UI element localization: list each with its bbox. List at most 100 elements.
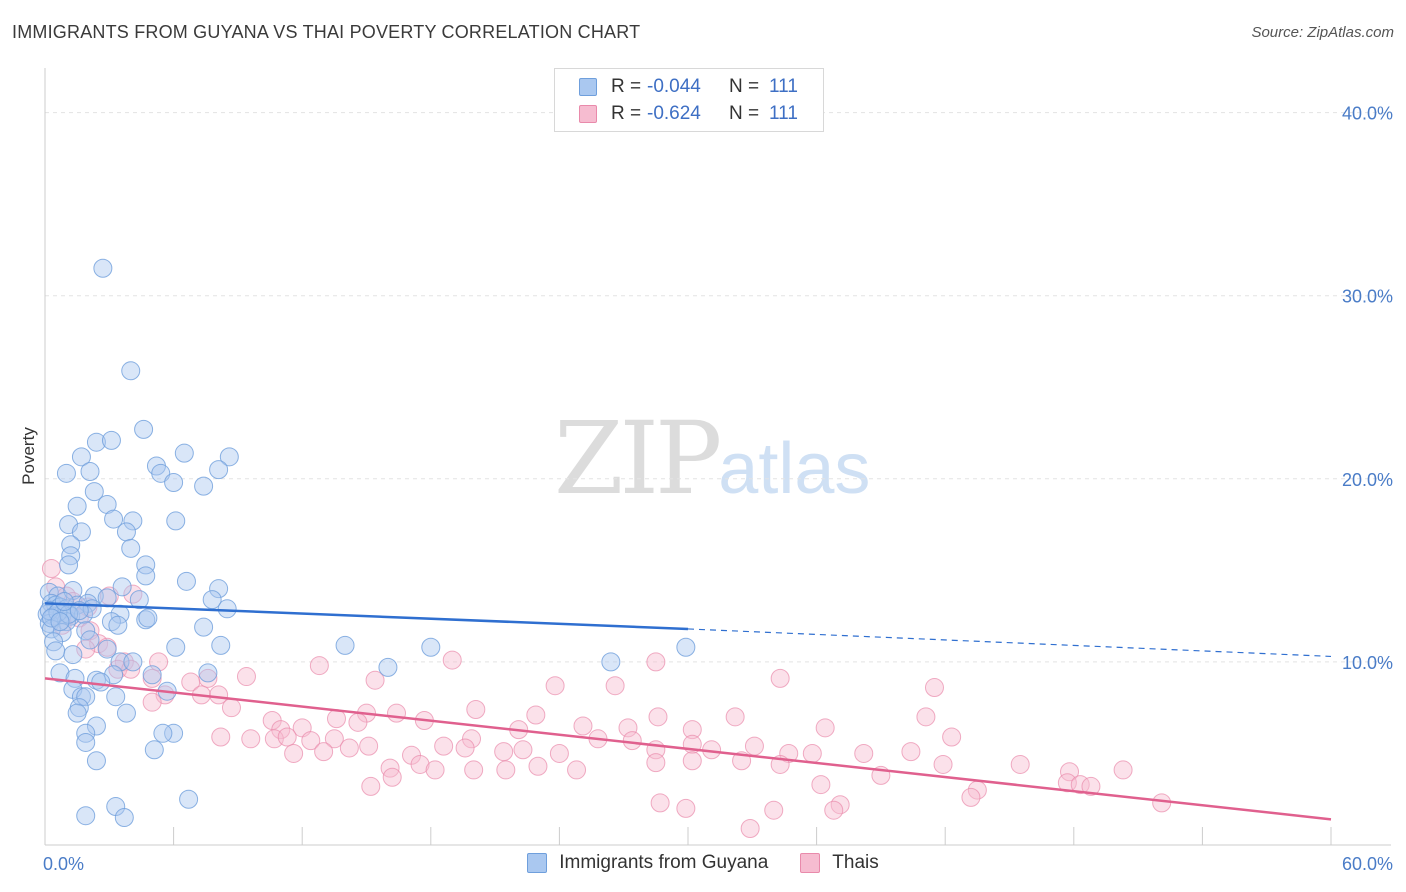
guyana-point — [121, 361, 141, 381]
guyana-point — [63, 645, 83, 665]
thais-point — [646, 753, 666, 773]
guyana-point — [61, 535, 81, 555]
guyana-point — [76, 732, 96, 752]
thais-point — [740, 819, 760, 839]
watermark-zip: ZIP — [554, 400, 722, 517]
guyana-point — [198, 663, 218, 683]
thais-point — [442, 650, 462, 670]
guyana-point — [80, 461, 100, 481]
guyana-point — [194, 476, 214, 496]
thais-point — [942, 727, 962, 747]
thais-point — [496, 760, 516, 780]
thais-point — [549, 743, 569, 763]
guyana-point — [121, 538, 141, 558]
guyana-point — [335, 635, 355, 655]
thais-point — [410, 754, 430, 774]
guyana-point — [676, 637, 696, 657]
y-tick-label: 30.0% — [1342, 287, 1393, 307]
thais-point — [650, 793, 670, 813]
thais-point — [618, 718, 638, 738]
guyana-point — [209, 579, 229, 599]
guyana-point — [50, 663, 70, 683]
thais-point — [545, 676, 565, 696]
thais-point — [209, 685, 229, 705]
thais-trend-line — [44, 677, 1332, 821]
guyana-point — [93, 258, 113, 278]
thais-point — [528, 756, 548, 776]
guyana-point — [101, 612, 121, 632]
thais-point — [348, 712, 368, 732]
guyana-point — [136, 566, 156, 586]
guyana-point — [97, 639, 117, 659]
legend-row-guyana: R = -0.044 N = 111 — [579, 76, 798, 98]
guyana-point — [153, 723, 173, 743]
thais-point — [830, 795, 850, 815]
guyana-point — [86, 751, 106, 771]
guyana-point — [114, 808, 134, 828]
guyana-point — [144, 740, 164, 760]
guyana-point — [67, 703, 87, 723]
series-guyana-points — [37, 258, 696, 828]
thais-point — [462, 729, 482, 749]
thais-point — [682, 751, 702, 771]
series-thais-points — [41, 559, 1172, 839]
series-legend-thais[interactable]: Thais — [800, 852, 879, 874]
guyana-point — [166, 637, 186, 657]
thais-point — [815, 718, 835, 738]
guyana-point — [46, 641, 66, 661]
thais-point — [142, 692, 162, 712]
chart-title: IMMIGRANTS FROM GUYANA VS THAI POVERTY C… — [12, 22, 641, 42]
guyana-point — [179, 789, 199, 809]
guyana-point — [174, 443, 194, 463]
x-tick-label-max: 60.0% — [1342, 854, 1393, 874]
thais-point — [811, 775, 831, 795]
guyana-point — [59, 555, 79, 575]
guyana-point — [601, 652, 621, 672]
guyana-point — [106, 687, 126, 707]
chart-source: Source: ZipAtlas.com — [1251, 24, 1394, 41]
guyana-point — [108, 615, 128, 635]
thais-point — [744, 736, 764, 756]
series-swatch-thais — [800, 853, 821, 873]
guyana-point — [84, 482, 104, 502]
legend-r-value: -0.624 — [647, 103, 701, 124]
thais-point — [326, 709, 346, 729]
guyana-point — [86, 716, 106, 736]
series-legend-guyana[interactable]: Immigrants from Guyana — [527, 852, 768, 874]
thais-point — [277, 727, 297, 747]
guyana-trend-line — [44, 602, 689, 631]
thais-point — [676, 798, 696, 818]
guyana-point — [138, 608, 158, 628]
guyana-point — [80, 630, 100, 650]
axes — [44, 68, 1391, 846]
legend-r-value: -0.044 — [647, 76, 701, 97]
thais-point — [605, 676, 625, 696]
thais-point — [1010, 754, 1030, 774]
x-tick-label-min: 0.0% — [43, 854, 84, 874]
thais-point — [513, 740, 533, 760]
thais-point — [802, 743, 822, 763]
guyana-point — [54, 591, 74, 611]
thais-point — [241, 729, 261, 749]
thais-point — [181, 672, 201, 692]
zipatlas-watermark: ZIPatlas — [554, 400, 870, 517]
guyana-point — [164, 723, 184, 743]
guyana-point — [116, 703, 136, 723]
guyana-point — [421, 637, 441, 657]
thais-point — [271, 720, 291, 740]
thais-point — [434, 736, 454, 756]
series-label-thais: Thais — [832, 852, 879, 873]
thais-point — [567, 760, 587, 780]
guyana-point — [136, 555, 156, 575]
thais-point — [916, 707, 936, 727]
y-tick-label: 10.0% — [1342, 653, 1393, 673]
thais-point — [382, 767, 402, 787]
guyana-point — [50, 612, 70, 632]
tick-labels: 10.0% 20.0% 30.0% 40.0% 0.0% 60.0% Poverty — [19, 104, 1393, 874]
legend-swatch-thais — [579, 105, 597, 123]
guyana-point — [176, 571, 196, 591]
thais-point — [309, 656, 329, 676]
thais-point — [526, 705, 546, 725]
legend-swatch-guyana — [579, 78, 597, 96]
